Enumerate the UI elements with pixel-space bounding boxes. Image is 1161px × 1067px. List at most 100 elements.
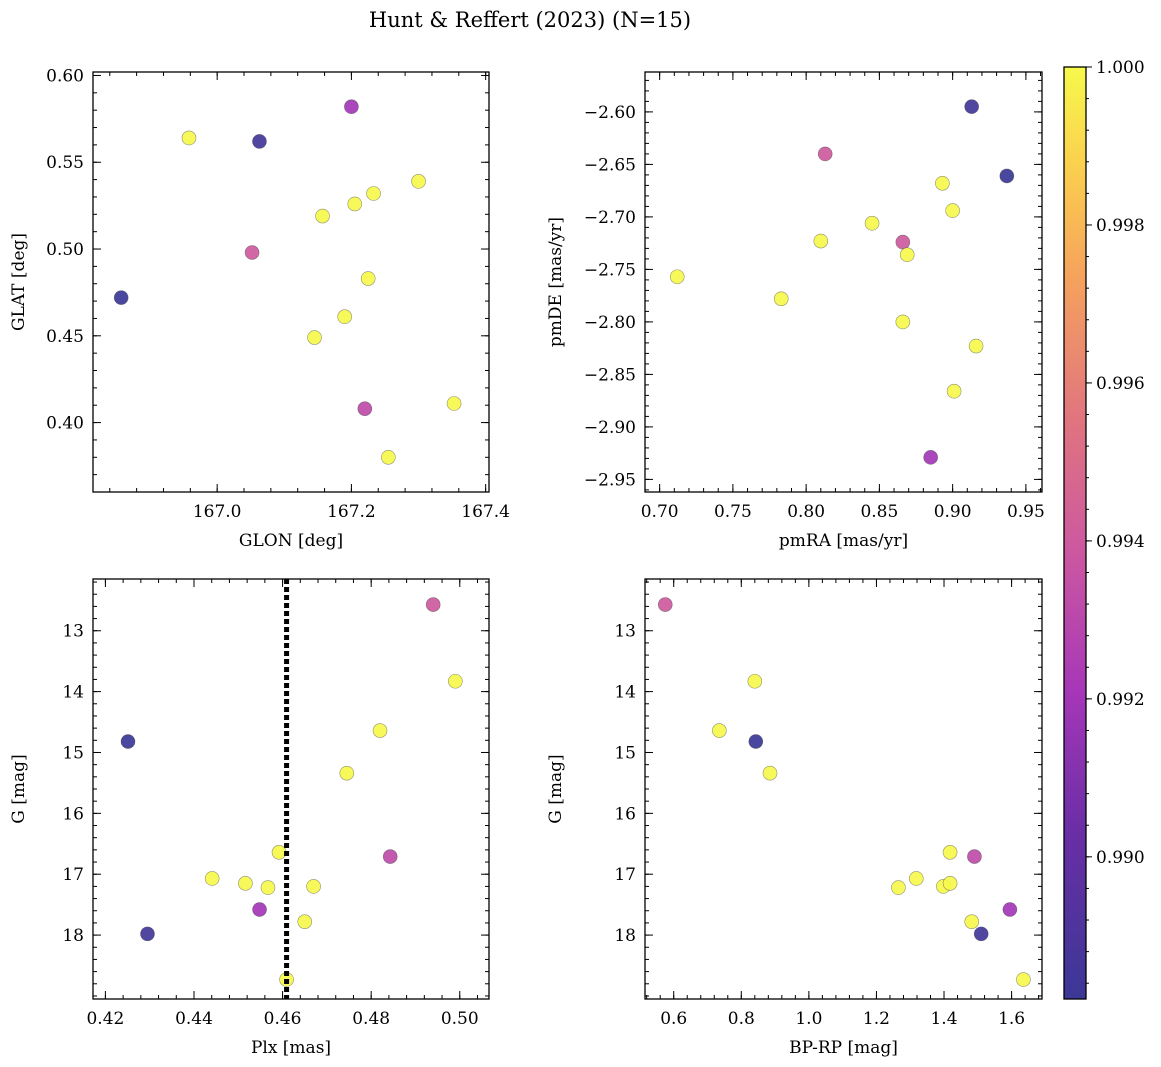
y-axis-label: GLAT [deg] bbox=[9, 233, 29, 331]
x-tick-label: 1.0 bbox=[795, 1009, 822, 1029]
y-tick-label: 15 bbox=[614, 743, 636, 763]
y-tick-label: −2.60 bbox=[584, 103, 636, 123]
data-point bbox=[967, 849, 982, 864]
y-axis-label: pmDE [mas/yr] bbox=[546, 217, 566, 347]
data-point bbox=[446, 396, 462, 411]
y-tick-label: 13 bbox=[614, 622, 636, 642]
x-axis-label: pmRA [mas/yr] bbox=[779, 531, 908, 551]
data-point bbox=[669, 269, 685, 285]
data-point bbox=[964, 99, 979, 114]
data-point bbox=[864, 215, 880, 231]
y-tick-label: −2.95 bbox=[584, 470, 636, 490]
y-tick-label: 16 bbox=[614, 804, 636, 824]
panel-pmra-pmde: 0.70 0.75 0.80 0.85 0.90 0.95 −2.95 −2.90 −2.85 −… bbox=[546, 71, 1045, 551]
x-tick-label: 0.48 bbox=[352, 1009, 390, 1029]
data-point bbox=[113, 290, 129, 305]
x-tick-label: 0.42 bbox=[86, 1009, 124, 1029]
axes-frame bbox=[644, 578, 1043, 1000]
data-point bbox=[372, 723, 388, 738]
x-tick-label: 1.2 bbox=[863, 1009, 890, 1029]
y-tick-label: −2.90 bbox=[584, 418, 636, 438]
data-point bbox=[762, 765, 778, 781]
data-point bbox=[360, 271, 376, 286]
colorbar-frame bbox=[1063, 66, 1087, 1000]
data-point bbox=[946, 383, 962, 399]
colorbar-gradient bbox=[1064, 67, 1086, 999]
data-point bbox=[306, 879, 321, 894]
y-tick-label: −2.80 bbox=[584, 313, 636, 333]
x-tick-label: 0.75 bbox=[714, 502, 752, 522]
x-tick-label: 167.4 bbox=[461, 502, 510, 522]
y-tick-label: 0.55 bbox=[46, 153, 84, 173]
y-tick-label: −2.65 bbox=[584, 155, 636, 175]
data-point bbox=[181, 130, 197, 146]
x-tick-label: 0.95 bbox=[1007, 502, 1045, 522]
data-point bbox=[973, 926, 989, 942]
x-tick-label: 0.50 bbox=[441, 1009, 479, 1029]
data-point bbox=[968, 338, 984, 354]
data-point bbox=[942, 845, 958, 860]
data-point bbox=[347, 196, 363, 212]
scatter-points bbox=[657, 597, 1031, 987]
panel-plx-g: 0.42 0.44 0.46 0.48 0.50 13 14 15 16 17 18 Plx [mas… bbox=[9, 578, 490, 1058]
y-tick-label: 18 bbox=[614, 926, 636, 946]
colorbar-tick-label: 1.000 bbox=[1096, 58, 1145, 78]
data-point bbox=[411, 174, 426, 189]
data-point bbox=[357, 401, 373, 416]
x-tick-label: 0.70 bbox=[641, 502, 679, 522]
panels: 167.0 167.2 167.4 0.40 0.45 0.50 0.55 0.60 GLON … bbox=[9, 66, 1045, 1058]
data-point bbox=[382, 849, 398, 864]
colorbar-tick-label: 0.998 bbox=[1096, 216, 1145, 236]
x-tick-label: 0.44 bbox=[175, 1009, 213, 1029]
x-tick-label: 167.2 bbox=[327, 502, 376, 522]
x-tick-label: 0.90 bbox=[934, 502, 972, 522]
data-point bbox=[307, 330, 322, 345]
data-point bbox=[366, 186, 381, 201]
data-point bbox=[657, 597, 673, 612]
data-point bbox=[339, 765, 355, 781]
data-point bbox=[381, 449, 396, 465]
data-point bbox=[337, 309, 352, 325]
colorbar-tick-label: 0.990 bbox=[1096, 848, 1145, 868]
y-tick-label: 18 bbox=[62, 926, 84, 946]
colorbar-tick-label: 0.996 bbox=[1096, 374, 1145, 394]
y-axis-label: G [mag] bbox=[546, 754, 566, 823]
x-tick-label: 167.0 bbox=[193, 502, 242, 522]
x-axis-label: Plx [mas] bbox=[251, 1038, 331, 1058]
data-point bbox=[344, 99, 359, 115]
x-tick-label: 1.6 bbox=[998, 1009, 1025, 1029]
data-point bbox=[1002, 902, 1018, 917]
data-point bbox=[895, 234, 911, 250]
axes-frame bbox=[92, 71, 490, 493]
data-point bbox=[425, 597, 441, 612]
data-point bbox=[891, 880, 906, 895]
data-point bbox=[244, 245, 260, 260]
data-point bbox=[1016, 972, 1031, 987]
data-point bbox=[935, 176, 950, 191]
data-point bbox=[817, 146, 833, 162]
x-axis-label: BP-RP [mag] bbox=[789, 1038, 898, 1058]
scatter-points bbox=[669, 99, 1015, 465]
data-point bbox=[204, 871, 220, 886]
data-point bbox=[813, 233, 829, 249]
colorbar-tick-label: 0.992 bbox=[1096, 690, 1145, 710]
colorbar-tick-label: 0.994 bbox=[1096, 532, 1145, 552]
x-tick-label: 0.6 bbox=[660, 1009, 687, 1029]
y-tick-label: 0.45 bbox=[46, 327, 84, 347]
data-point bbox=[773, 291, 789, 307]
y-tick-label: 16 bbox=[62, 804, 84, 824]
data-point bbox=[297, 914, 313, 929]
y-tick-label: 17 bbox=[62, 865, 84, 885]
y-tick-label: −2.70 bbox=[584, 208, 636, 228]
data-point bbox=[260, 880, 276, 895]
panel-glon-glat: 167.0 167.2 167.4 0.40 0.45 0.50 0.55 0.60 GLON … bbox=[9, 66, 510, 551]
data-point bbox=[923, 450, 938, 465]
x-tick-label: 0.80 bbox=[787, 502, 825, 522]
panel-bprp-g: 0.6 0.8 1.0 1.2 1.4 1.6 13 14 15 16 17 18 BP-RP [mag… bbox=[546, 578, 1043, 1058]
y-tick-label: −2.75 bbox=[584, 260, 636, 280]
data-point bbox=[315, 208, 330, 224]
y-axis-label: G [mag] bbox=[9, 754, 29, 823]
y-tick-label: 0.60 bbox=[46, 66, 84, 86]
y-tick-label: 15 bbox=[62, 743, 84, 763]
